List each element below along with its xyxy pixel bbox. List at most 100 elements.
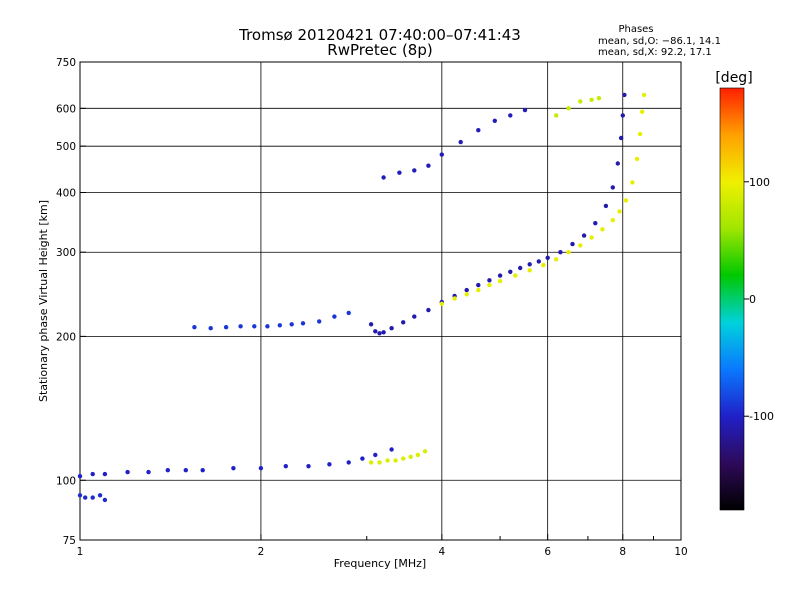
data-point (452, 296, 457, 301)
data-point (77, 493, 83, 498)
data-point (381, 175, 386, 180)
data-point (146, 469, 151, 475)
chart-title: Tromsø 20120421 07:40:00–07:41:43 (238, 26, 521, 44)
plot-area: 1 2 4 6 8 10 75 100 200 300 400 500 600 750 (56, 57, 688, 558)
data-point (77, 474, 83, 479)
data-point (360, 456, 365, 461)
data-point (630, 180, 635, 185)
data-point (397, 170, 402, 175)
y-tick-label: 750 (56, 57, 76, 69)
data-point (192, 325, 197, 330)
data-point (492, 118, 497, 124)
data-point (640, 109, 645, 115)
data-point (401, 320, 406, 325)
colorbar-tick-label: -100 (749, 410, 774, 423)
data-point (332, 314, 337, 319)
data-point (637, 131, 643, 137)
data-point (566, 250, 571, 255)
data-point (487, 282, 492, 288)
data-point (476, 128, 481, 133)
data-point (258, 466, 264, 471)
colorbar-unit-label: [deg] (715, 70, 752, 86)
data-point (283, 464, 288, 469)
data-point (508, 269, 513, 274)
data-point (527, 268, 532, 273)
data-point (536, 259, 541, 264)
phases-o-stats: mean, sd,O: −86.1, 14.1 (598, 36, 721, 47)
data-point (610, 218, 615, 223)
data-point (373, 452, 378, 458)
data-point (554, 257, 559, 262)
data-point (458, 139, 463, 145)
data-point (412, 168, 417, 173)
data-point (389, 447, 394, 452)
data-point (90, 495, 95, 500)
data-point (622, 92, 627, 98)
data-point (346, 310, 351, 316)
data-point (381, 330, 386, 335)
data-point (393, 458, 398, 463)
data-point (476, 287, 481, 293)
data-point (385, 458, 390, 463)
data-point (223, 325, 229, 330)
data-point (368, 460, 374, 465)
data-point (300, 321, 306, 326)
data-point (603, 203, 609, 209)
data-point (464, 287, 469, 293)
data-point (389, 326, 394, 331)
x-axis-label: Frequency [MHz] (334, 557, 426, 570)
x-tick-label: 2 (258, 546, 265, 558)
data-point (125, 469, 130, 475)
data-point (401, 456, 406, 461)
data-point (497, 273, 503, 278)
y-tick-label: 400 (56, 187, 76, 199)
data-point (589, 235, 594, 240)
y-axis-ticks: 75 100 200 300 400 500 600 750 (56, 57, 86, 547)
data-point (518, 265, 523, 271)
data-point (412, 314, 417, 319)
data-point (200, 468, 205, 473)
data-point (545, 255, 550, 260)
data-point (377, 460, 382, 465)
colorbar-tick-label: 0 (749, 293, 756, 306)
plot-frame (79, 61, 682, 541)
data-point (83, 495, 88, 500)
data-point (570, 241, 575, 247)
phases-heading: Phases (618, 24, 653, 35)
data-point (102, 497, 108, 503)
phases-x-stats: mean, sd,X: 92.2, 17.1 (598, 47, 712, 58)
data-point (373, 329, 378, 334)
data-point (578, 99, 583, 104)
y-tick-label: 75 (63, 535, 76, 547)
data-point (558, 250, 563, 255)
data-point (623, 198, 629, 203)
data-point (554, 113, 559, 118)
data-point (252, 324, 257, 329)
data-point (439, 301, 444, 306)
data-point (497, 278, 503, 284)
data-point (377, 331, 382, 336)
data-point (617, 209, 622, 214)
y-tick-label: 500 (56, 141, 76, 153)
data-point (422, 449, 428, 454)
data-point (346, 460, 351, 465)
data-point (238, 324, 243, 329)
data-point (593, 221, 598, 226)
y-tick-label: 300 (56, 247, 76, 259)
data-point (208, 326, 213, 331)
data-point (231, 466, 236, 471)
data-point (596, 96, 602, 101)
x-tick-label: 8 (619, 546, 626, 558)
x-tick-label: 6 (544, 546, 551, 558)
data-point (634, 156, 640, 162)
data-point (508, 113, 513, 118)
data-point (581, 233, 587, 238)
data-point (368, 322, 374, 327)
data-point (415, 452, 421, 458)
colorbar-ticks: -100 0 100 (744, 176, 774, 423)
data-point (439, 152, 444, 157)
x-tick-label: 4 (438, 546, 445, 558)
data-point (408, 454, 413, 459)
data-point (289, 322, 294, 327)
